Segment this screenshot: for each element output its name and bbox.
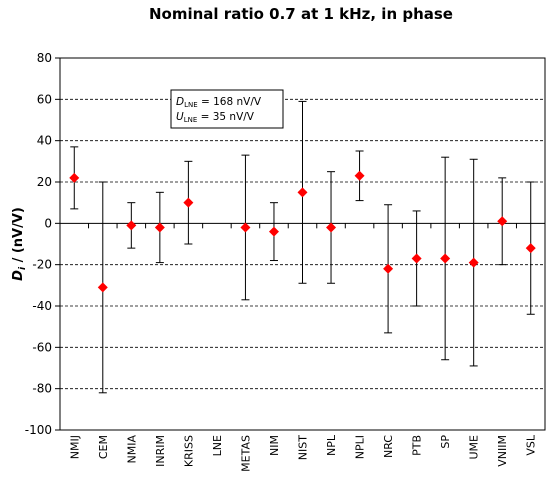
x-tick-label: NPLI [354,435,367,459]
y-tick-label: 20 [37,175,52,189]
data-point [440,253,451,264]
chart-title: Nominal ratio 0.7 at 1 kHz, in phase [149,5,453,23]
y-tick-label: 60 [37,92,52,106]
x-tick-label: LNE [211,435,224,456]
x-tick-label: VSL [525,434,538,456]
y-axis-label: Di / (nV/V) [11,207,28,281]
data-point [411,253,422,264]
y-tick-label: 0 [44,216,52,230]
x-tick-label: NMIJ [68,435,81,459]
plot-area: 80 60 40 20 0 -20 -40 -60 -80 -100 NMIJ CEM NMIA INRI… [25,51,546,472]
annotation-1-text: = 168 nV/V [198,96,262,108]
x-tick-label: NMIA [125,435,138,464]
data-point [354,170,365,181]
x-tick-label: VNIIM [496,435,509,467]
annotation-line-2: ULNE = 35 nV/V [176,111,255,124]
y-tick-label: -20 [32,258,52,272]
annotation-1-subscript: LNE [184,101,198,109]
data-point [297,187,308,198]
y-axis-label-unit: / (nV/V) [11,207,26,267]
x-tick-label: KRISS [182,435,195,467]
x-tick-label: INRIM [154,435,167,467]
y-axis-label-subscript: i [18,266,28,270]
data-point [97,282,108,293]
plot-frame [59,57,546,431]
x-tick-label: PTB [411,435,424,456]
x-tick-label: SP [439,435,452,449]
y-tick-label: -60 [32,340,52,354]
x-tick-label: NIM [268,435,281,456]
annotation-2-subscript: LNE [184,116,198,124]
annotation-2-text: = 35 nV/V [197,111,255,123]
x-tick-label: METAS [239,435,252,472]
annotation-1-symbol: D [176,96,184,108]
x-tick-label: NPL [325,434,338,456]
annotation-frame [170,89,284,129]
y-tick-label: 80 [37,51,52,65]
data-point [525,243,536,254]
data-point [69,172,80,183]
data-point [154,222,165,233]
y-tick-label: -80 [32,382,52,396]
annotation-2-symbol: U [176,111,184,123]
data-point [326,222,337,233]
y-tick-label: -40 [32,299,52,313]
data-point [240,222,251,233]
data-point [497,216,508,227]
data-point [468,257,479,268]
y-tick-label: 40 [37,134,52,148]
x-tick-label: UME [468,435,481,460]
data-point [268,226,279,237]
data-point [183,197,194,208]
data-point [383,263,394,274]
y-tick-label: -100 [25,423,52,437]
annotation-line-1: DLNE = 168 nV/V [176,96,262,109]
x-tick-label: NIST [297,435,310,460]
data-point [126,220,137,231]
x-tick-label: CEM [97,435,110,459]
y-axis-label-symbol: D [11,270,26,281]
x-tick-label: NRC [382,435,395,458]
annotation-box: DLNE = 168 nV/V ULNE = 35 nV/V [170,89,284,129]
